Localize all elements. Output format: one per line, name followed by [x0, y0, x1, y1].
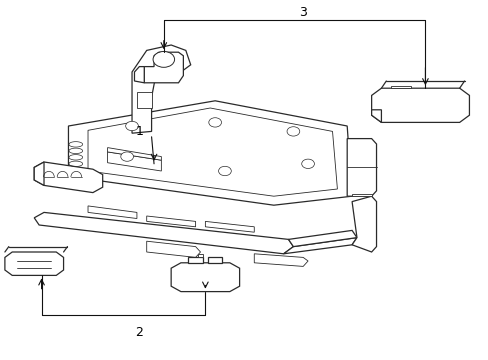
Polygon shape — [107, 148, 161, 160]
Polygon shape — [88, 108, 337, 196]
Polygon shape — [371, 88, 468, 122]
Text: 3: 3 — [299, 6, 306, 19]
Polygon shape — [207, 257, 222, 263]
Polygon shape — [283, 238, 356, 254]
Polygon shape — [205, 221, 254, 232]
Polygon shape — [39, 164, 293, 202]
Circle shape — [153, 51, 174, 67]
Polygon shape — [346, 139, 376, 196]
Polygon shape — [288, 230, 356, 247]
Polygon shape — [254, 254, 307, 266]
Circle shape — [121, 152, 133, 161]
Polygon shape — [371, 110, 381, 122]
Circle shape — [286, 127, 299, 136]
Circle shape — [208, 118, 221, 127]
Text: 1: 1 — [135, 125, 143, 138]
Text: 2: 2 — [135, 327, 143, 339]
Polygon shape — [132, 45, 190, 133]
Polygon shape — [34, 162, 102, 193]
Polygon shape — [34, 212, 293, 254]
Polygon shape — [144, 52, 183, 83]
Polygon shape — [390, 86, 410, 88]
Polygon shape — [188, 257, 203, 263]
Polygon shape — [198, 254, 203, 257]
Polygon shape — [171, 263, 239, 292]
Polygon shape — [34, 162, 44, 185]
Polygon shape — [88, 206, 137, 219]
Polygon shape — [134, 67, 144, 83]
Circle shape — [125, 121, 138, 131]
Polygon shape — [351, 196, 376, 252]
Polygon shape — [351, 194, 371, 196]
Polygon shape — [146, 216, 195, 227]
Polygon shape — [146, 241, 200, 257]
Polygon shape — [5, 252, 63, 275]
Polygon shape — [68, 101, 351, 205]
Circle shape — [301, 159, 314, 168]
Circle shape — [218, 166, 231, 176]
Polygon shape — [137, 92, 151, 108]
Polygon shape — [107, 152, 161, 171]
